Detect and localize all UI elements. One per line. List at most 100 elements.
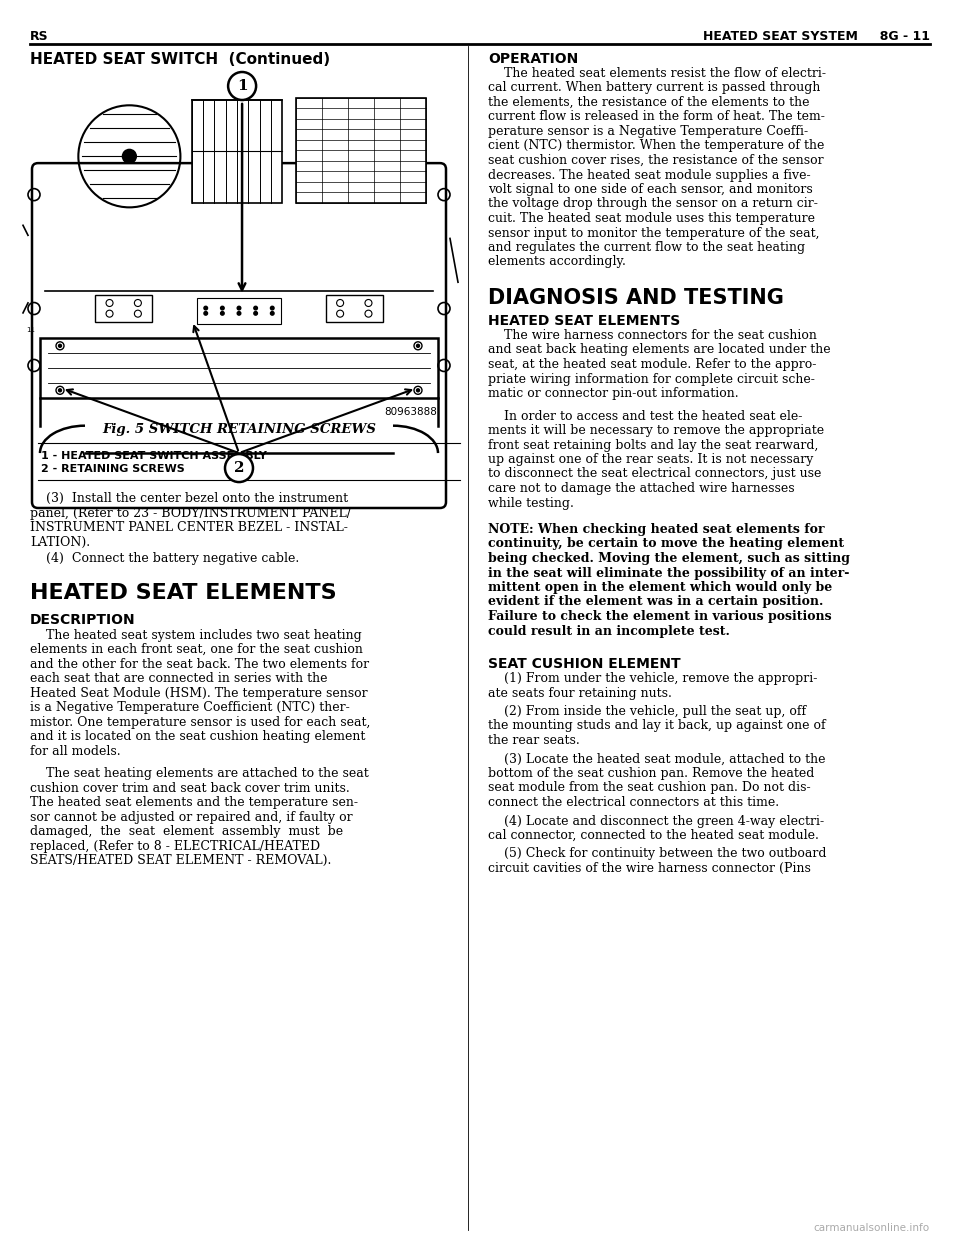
Text: while testing.: while testing. [488, 497, 574, 509]
Text: sensor input to monitor the temperature of the seat,: sensor input to monitor the temperature … [488, 226, 820, 240]
Text: HEATED SEAT SYSTEM     8G - 11: HEATED SEAT SYSTEM 8G - 11 [703, 30, 930, 43]
Circle shape [204, 307, 207, 310]
Text: the rear seats.: the rear seats. [488, 734, 580, 746]
Circle shape [417, 344, 420, 348]
Text: The wire harness connectors for the seat cushion: The wire harness connectors for the seat… [488, 329, 817, 342]
Text: is a Negative Temperature Coefficient (NTC) ther-: is a Negative Temperature Coefficient (N… [30, 700, 349, 714]
Text: in the seat will eliminate the possibility of an inter-: in the seat will eliminate the possibili… [488, 566, 850, 580]
Text: seat, at the heated seat module. Refer to the appro-: seat, at the heated seat module. Refer t… [488, 358, 816, 371]
Text: 11: 11 [26, 328, 35, 333]
Text: (4) Locate and disconnect the green 4-way electri-: (4) Locate and disconnect the green 4-wa… [488, 815, 824, 827]
Text: mittent open in the element which would only be: mittent open in the element which would … [488, 581, 832, 594]
Bar [326, 296, 383, 322]
Text: SEAT CUSHION ELEMENT: SEAT CUSHION ELEMENT [488, 657, 681, 671]
Text: HEATED SEAT ELEMENTS: HEATED SEAT ELEMENTS [488, 314, 681, 328]
Text: 1: 1 [237, 79, 248, 93]
Text: and it is located on the seat cushion heating element: and it is located on the seat cushion he… [30, 730, 366, 743]
Text: replaced, (Refer to 8 - ELECTRICAL/HEATED: replaced, (Refer to 8 - ELECTRICAL/HEATE… [30, 840, 320, 852]
Text: (5) Check for continuity between the two outboard: (5) Check for continuity between the two… [488, 847, 827, 861]
Text: 2 - RETAINING SCREWS: 2 - RETAINING SCREWS [41, 465, 184, 474]
Text: 1 - HEATED SEAT SWITCH ASSEMBLY: 1 - HEATED SEAT SWITCH ASSEMBLY [41, 451, 267, 461]
Circle shape [271, 312, 274, 315]
Bar [198, 298, 280, 324]
Text: In order to access and test the heated seat ele-: In order to access and test the heated s… [488, 410, 803, 422]
Text: seat module from the seat cushion pan. Do not dis-: seat module from the seat cushion pan. D… [488, 781, 810, 795]
Text: The heated seat elements resist the flow of electri-: The heated seat elements resist the flow… [488, 67, 826, 79]
Text: cal connector, connected to the heated seat module.: cal connector, connected to the heated s… [488, 828, 819, 842]
Text: (2) From inside the vehicle, pull the seat up, off: (2) From inside the vehicle, pull the se… [488, 705, 806, 718]
Text: The heated seat elements and the temperature sen-: The heated seat elements and the tempera… [30, 796, 358, 809]
Text: perature sensor is a Negative Temperature Coeffi-: perature sensor is a Negative Temperatur… [488, 125, 808, 138]
Text: The heated seat system includes two seat heating: The heated seat system includes two seat… [30, 628, 362, 642]
Circle shape [228, 72, 256, 101]
Text: Failure to check the element in various positions: Failure to check the element in various … [488, 610, 831, 623]
Text: seat cushion cover rises, the resistance of the sensor: seat cushion cover rises, the resistance… [488, 154, 824, 166]
Circle shape [253, 312, 257, 315]
Text: could result in an incomplete test.: could result in an incomplete test. [488, 625, 730, 637]
Text: HEATED SEAT SWITCH  (Continued): HEATED SEAT SWITCH (Continued) [30, 52, 330, 67]
Text: front seat retaining bolts and lay the seat rearward,: front seat retaining bolts and lay the s… [488, 438, 818, 452]
Text: (4)  Connect the battery negative cable.: (4) Connect the battery negative cable. [30, 553, 300, 565]
Circle shape [204, 312, 207, 315]
Text: mistor. One temperature sensor is used for each seat,: mistor. One temperature sensor is used f… [30, 715, 371, 729]
Circle shape [225, 455, 253, 482]
Text: DIAGNOSIS AND TESTING: DIAGNOSIS AND TESTING [488, 288, 784, 308]
Text: SEATS/HEATED SEAT ELEMENT - REMOVAL).: SEATS/HEATED SEAT ELEMENT - REMOVAL). [30, 854, 331, 867]
Bar [40, 338, 438, 399]
Circle shape [253, 307, 257, 310]
Circle shape [221, 312, 225, 315]
Text: the voltage drop through the sensor on a return cir-: the voltage drop through the sensor on a… [488, 197, 818, 210]
Text: cient (NTC) thermistor. When the temperature of the: cient (NTC) thermistor. When the tempera… [488, 139, 825, 153]
Text: and seat back heating elements are located under the: and seat back heating elements are locat… [488, 344, 830, 356]
Text: for all models.: for all models. [30, 744, 121, 758]
FancyBboxPatch shape [32, 163, 446, 508]
Text: OPERATION: OPERATION [488, 52, 578, 66]
Circle shape [122, 149, 137, 164]
Text: volt signal to one side of each sensor, and monitors: volt signal to one side of each sensor, … [488, 183, 813, 196]
Text: sor cannot be adjusted or repaired and, if faulty or: sor cannot be adjusted or repaired and, … [30, 811, 352, 823]
Bar [95, 296, 152, 322]
Bar [296, 98, 426, 202]
Text: and the other for the seat back. The two elements for: and the other for the seat back. The two… [30, 657, 370, 671]
Text: ate seats four retaining nuts.: ate seats four retaining nuts. [488, 687, 672, 699]
Text: continuity, be certain to move the heating element: continuity, be certain to move the heati… [488, 538, 844, 550]
Text: current flow is released in the form of heat. The tem-: current flow is released in the form of … [488, 111, 825, 123]
Text: ments it will be necessary to remove the appropriate: ments it will be necessary to remove the… [488, 424, 824, 437]
Text: each seat that are connected in series with the: each seat that are connected in series w… [30, 672, 327, 686]
Bar [192, 101, 282, 202]
Circle shape [237, 312, 241, 315]
Circle shape [237, 307, 241, 310]
Text: cuit. The heated seat module uses this temperature: cuit. The heated seat module uses this t… [488, 212, 815, 225]
Text: NOTE: When checking heated seat elements for: NOTE: When checking heated seat elements… [488, 523, 825, 537]
Circle shape [221, 307, 225, 310]
Text: DESCRIPTION: DESCRIPTION [30, 612, 135, 626]
Text: the mounting studs and lay it back, up against one of: the mounting studs and lay it back, up a… [488, 719, 826, 733]
Text: cal current. When battery current is passed through: cal current. When battery current is pas… [488, 82, 821, 94]
Text: (3) Locate the heated seat module, attached to the: (3) Locate the heated seat module, attac… [488, 753, 826, 765]
Text: to disconnect the seat electrical connectors, just use: to disconnect the seat electrical connec… [488, 467, 822, 481]
Text: bottom of the seat cushion pan. Remove the heated: bottom of the seat cushion pan. Remove t… [488, 768, 814, 780]
Text: INSTRUMENT PANEL CENTER BEZEL - INSTAL-: INSTRUMENT PANEL CENTER BEZEL - INSTAL- [30, 522, 348, 534]
Text: up against one of the rear seats. It is not necessary: up against one of the rear seats. It is … [488, 453, 813, 466]
Text: (1) From under the vehicle, remove the appropri-: (1) From under the vehicle, remove the a… [488, 672, 817, 686]
Text: elements in each front seat, one for the seat cushion: elements in each front seat, one for the… [30, 643, 363, 656]
Text: The seat heating elements are attached to the seat: The seat heating elements are attached t… [30, 768, 369, 780]
Circle shape [59, 389, 61, 391]
Text: being checked. Moving the element, such as sitting: being checked. Moving the element, such … [488, 551, 850, 565]
Text: LATION).: LATION). [30, 535, 90, 549]
Text: priate wiring information for complete circuit sche-: priate wiring information for complete c… [488, 373, 815, 385]
Text: RS: RS [30, 30, 49, 43]
Text: panel, (Refer to 23 - BODY/INSTRUMENT PANEL/: panel, (Refer to 23 - BODY/INSTRUMENT PA… [30, 507, 351, 519]
Text: Heated Seat Module (HSM). The temperature sensor: Heated Seat Module (HSM). The temperatur… [30, 687, 368, 699]
Text: 2: 2 [233, 461, 244, 474]
Text: connect the electrical connectors at this time.: connect the electrical connectors at thi… [488, 796, 780, 809]
Text: evident if the element was in a certain position.: evident if the element was in a certain … [488, 595, 824, 609]
Text: HEATED SEAT ELEMENTS: HEATED SEAT ELEMENTS [30, 582, 337, 602]
Text: and regulates the current flow to the seat heating: and regulates the current flow to the se… [488, 241, 805, 255]
Text: carmanualsonline.info: carmanualsonline.info [814, 1223, 930, 1233]
Text: care not to damage the attached wire harnesses: care not to damage the attached wire har… [488, 482, 795, 496]
Text: decreases. The heated seat module supplies a five-: decreases. The heated seat module suppli… [488, 169, 810, 181]
Circle shape [417, 389, 420, 391]
Text: cushion cover trim and seat back cover trim units.: cushion cover trim and seat back cover t… [30, 781, 349, 795]
Text: matic or connector pin-out information.: matic or connector pin-out information. [488, 388, 738, 400]
